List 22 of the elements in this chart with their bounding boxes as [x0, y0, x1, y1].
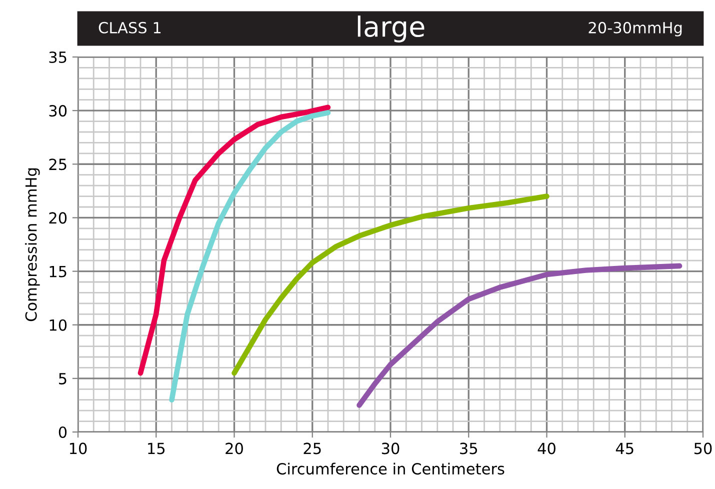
text: 20-30mmHg: [588, 22, 682, 36]
y-axis-title: Compression mmHg: [25, 168, 40, 322]
x-tick-label: 35: [460, 442, 478, 454]
x-tick-label: 10: [70, 442, 87, 454]
y-tick-label: 10: [50, 319, 67, 331]
x-tick-label: 30: [382, 442, 400, 454]
x-tick-label: 40: [538, 442, 556, 454]
x-tick-label: 20: [226, 442, 243, 454]
x-axis-title: Circumference in Centimeters: [276, 462, 504, 475]
x-tick-label: 25: [304, 442, 321, 454]
y-tick-label: 30: [49, 105, 67, 117]
y-tick-label: 5: [59, 373, 66, 384]
x-tick-label: 45: [616, 442, 634, 454]
x-tick-label: 15: [148, 442, 165, 454]
y-tick-label: 25: [49, 158, 66, 170]
y-tick-label: 20: [49, 212, 67, 224]
text: CLASS 1: [98, 22, 161, 34]
chart-title: large: [358, 16, 424, 42]
y-tick-label: 0: [58, 426, 67, 438]
y-tick-label: 35: [49, 51, 66, 64]
y-tick-label: 15: [50, 266, 66, 278]
x-tick-label: 50: [694, 442, 712, 454]
